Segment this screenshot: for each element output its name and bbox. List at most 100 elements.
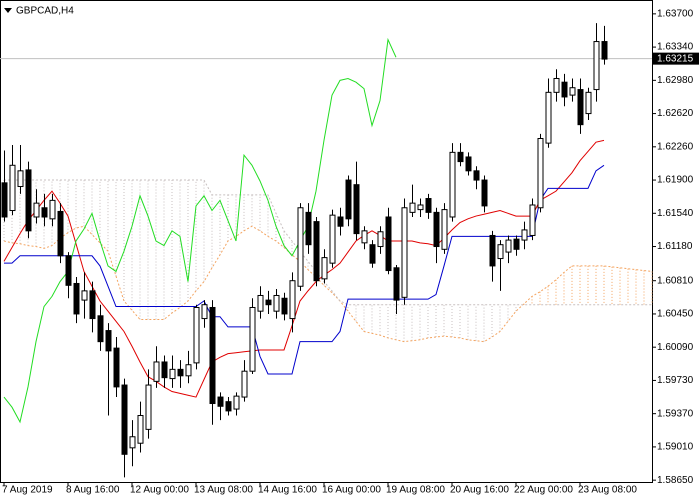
candle-body	[113, 347, 120, 388]
y-tick-label: 1.62980	[657, 75, 694, 86]
candle-body	[401, 207, 408, 298]
y-tick-label: 1.60810	[657, 275, 694, 286]
candle-body	[129, 436, 136, 449]
candle-body	[513, 238, 520, 250]
candle-body	[593, 41, 600, 91]
candle-body	[449, 151, 456, 218]
candle-body	[377, 231, 384, 248]
x-tick-label: 20 Aug 16:00	[450, 485, 509, 496]
candle-body	[73, 282, 80, 315]
indicator-line	[3, 139, 605, 398]
candle-body	[457, 151, 464, 163]
candle-body	[433, 211, 440, 248]
candle-body	[169, 368, 176, 380]
candle-body	[417, 204, 424, 211]
candle-body	[137, 415, 144, 444]
candle-body	[537, 138, 544, 209]
candle-body	[409, 202, 416, 213]
x-tick-label: 14 Aug 16:00	[258, 485, 317, 496]
y-tick-label: 1.58650	[657, 475, 694, 486]
candle-body	[297, 207, 304, 287]
x-tick-label: 22 Aug 00:00	[514, 485, 573, 496]
candle-body	[209, 306, 216, 405]
candle-body	[9, 164, 16, 212]
candle-body	[273, 294, 280, 312]
x-tick-label: 23 Aug 08:00	[578, 485, 637, 496]
candle-body	[281, 297, 288, 315]
candle-body	[521, 229, 528, 241]
candle-body	[321, 257, 328, 280]
candle-body	[369, 244, 376, 264]
candle-body	[89, 290, 96, 320]
candle-body	[225, 401, 232, 412]
chart-title: GBPCAD,H4	[16, 6, 74, 17]
candle-body	[17, 170, 24, 188]
cloud-span-b	[4, 179, 652, 306]
candle-body	[489, 234, 496, 267]
candle-body	[393, 267, 400, 301]
y-tick-label: 1.63340	[657, 42, 694, 53]
candle-body	[1, 182, 8, 218]
candle-body	[481, 179, 488, 207]
candle-body	[233, 395, 240, 410]
candle-body	[337, 216, 344, 227]
candle-body	[313, 221, 320, 282]
y-tick-label: 1.62260	[657, 141, 694, 152]
candle-body	[161, 361, 168, 379]
plot-frame	[0, 0, 653, 483]
candle-body	[177, 368, 184, 377]
x-tick-label: 8 Aug 16:00	[66, 485, 120, 496]
y-tick-label: 1.59010	[657, 442, 694, 453]
candle-body	[305, 211, 312, 246]
y-tick-label: 1.60090	[657, 342, 694, 353]
candle-body	[25, 169, 32, 232]
y-tick-label: 1.61900	[657, 175, 694, 186]
candle-body	[265, 299, 272, 306]
candle-body	[289, 280, 296, 320]
candle-body	[193, 306, 200, 364]
cloud-span-a	[3, 225, 653, 343]
candle-body	[65, 255, 72, 286]
y-tick-label: 1.63700	[657, 8, 694, 19]
candle-body	[505, 239, 512, 253]
candle-body	[385, 216, 392, 272]
candle-body	[473, 170, 480, 181]
last-price-box	[653, 52, 699, 65]
candle-body	[345, 179, 352, 220]
y-tick-label: 1.59370	[657, 408, 694, 419]
title-arrow	[4, 8, 12, 13]
candle-body	[257, 294, 264, 312]
candle-body	[329, 214, 336, 264]
x-tick-label: 13 Aug 08:00	[194, 485, 253, 496]
candle-body	[361, 230, 368, 244]
x-tick-label: 12 Aug 00:00	[130, 485, 189, 496]
candle-body	[201, 304, 208, 320]
candle-body	[553, 77, 560, 93]
indicator-line	[4, 164, 605, 375]
candle-body	[49, 199, 56, 220]
candle-body	[577, 89, 584, 126]
candle-body	[121, 384, 128, 455]
candle-body	[529, 204, 536, 236]
candle-body	[145, 384, 152, 430]
y-tick-label: 1.60450	[657, 309, 694, 320]
candle-body	[81, 290, 88, 301]
candle-body	[33, 202, 40, 218]
candle-body	[241, 370, 248, 398]
candle-body	[105, 330, 112, 352]
candle-body	[217, 396, 224, 407]
candle-body	[569, 87, 576, 96]
x-tick-label: 19 Aug 08:00	[386, 485, 445, 496]
candle-body	[185, 364, 192, 377]
y-tick-label: 1.62620	[657, 108, 694, 119]
candle-body	[353, 184, 360, 235]
candle-body	[57, 210, 64, 257]
candle-body	[545, 91, 552, 144]
candle-body	[585, 91, 592, 115]
candle-body	[561, 81, 568, 98]
candle-body	[97, 315, 104, 343]
candle-body	[497, 244, 504, 260]
candle-body	[153, 361, 160, 382]
y-tick-label: 1.61540	[657, 208, 694, 219]
